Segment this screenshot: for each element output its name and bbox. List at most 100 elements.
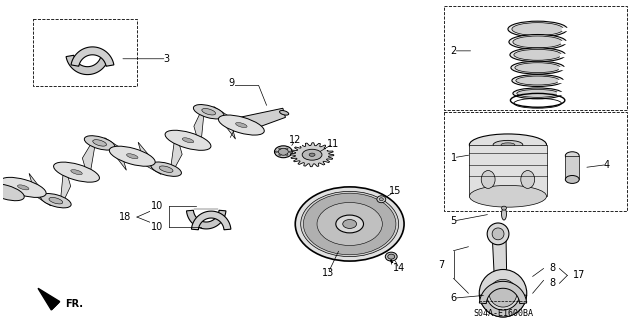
Ellipse shape — [510, 48, 565, 62]
Ellipse shape — [509, 35, 566, 49]
Ellipse shape — [487, 223, 509, 245]
Ellipse shape — [54, 162, 99, 182]
Ellipse shape — [302, 149, 322, 160]
Ellipse shape — [469, 185, 547, 207]
Polygon shape — [214, 107, 236, 139]
Text: 11: 11 — [327, 139, 339, 149]
Ellipse shape — [49, 197, 62, 204]
Ellipse shape — [182, 138, 194, 143]
Ellipse shape — [93, 140, 106, 146]
Ellipse shape — [481, 171, 495, 188]
Ellipse shape — [501, 208, 506, 220]
Ellipse shape — [151, 162, 182, 176]
Polygon shape — [480, 281, 527, 304]
Ellipse shape — [514, 49, 561, 60]
Polygon shape — [82, 141, 94, 181]
Ellipse shape — [194, 105, 224, 119]
Ellipse shape — [469, 134, 547, 156]
Polygon shape — [187, 210, 226, 229]
Polygon shape — [171, 132, 182, 171]
Ellipse shape — [0, 184, 24, 201]
Text: 8: 8 — [549, 263, 555, 274]
Ellipse shape — [110, 146, 155, 166]
Text: 3: 3 — [164, 54, 169, 64]
Text: FR.: FR. — [66, 299, 83, 309]
Bar — [33, 19, 137, 86]
Ellipse shape — [275, 146, 292, 158]
Ellipse shape — [165, 130, 211, 150]
Ellipse shape — [329, 210, 370, 238]
Ellipse shape — [322, 205, 378, 243]
Polygon shape — [61, 163, 71, 202]
Ellipse shape — [388, 254, 395, 259]
Text: 5: 5 — [450, 216, 457, 226]
Ellipse shape — [285, 154, 288, 156]
Ellipse shape — [501, 143, 515, 147]
Ellipse shape — [278, 148, 289, 155]
Ellipse shape — [301, 191, 399, 257]
Ellipse shape — [508, 21, 568, 37]
Bar — [443, 6, 627, 110]
Ellipse shape — [0, 177, 46, 197]
Polygon shape — [480, 295, 527, 317]
Ellipse shape — [159, 166, 173, 172]
Ellipse shape — [127, 154, 138, 159]
Text: 12: 12 — [289, 135, 301, 145]
Polygon shape — [66, 55, 109, 75]
Text: 1: 1 — [450, 153, 457, 163]
Polygon shape — [194, 110, 204, 149]
Text: 7: 7 — [438, 260, 445, 269]
Polygon shape — [71, 47, 114, 66]
Ellipse shape — [236, 123, 247, 128]
Text: 14: 14 — [393, 263, 405, 274]
Ellipse shape — [71, 170, 82, 175]
Ellipse shape — [296, 187, 404, 261]
Ellipse shape — [285, 148, 288, 149]
Ellipse shape — [380, 198, 383, 201]
Text: 15: 15 — [389, 186, 401, 196]
Ellipse shape — [513, 36, 562, 48]
Ellipse shape — [17, 185, 29, 190]
Ellipse shape — [516, 76, 559, 85]
Ellipse shape — [314, 201, 385, 247]
Ellipse shape — [513, 88, 562, 99]
Bar — [443, 112, 627, 211]
Text: 18: 18 — [119, 212, 131, 222]
Polygon shape — [104, 138, 126, 170]
Ellipse shape — [517, 89, 559, 97]
Polygon shape — [29, 173, 51, 206]
Ellipse shape — [275, 151, 278, 153]
Ellipse shape — [493, 140, 523, 149]
Ellipse shape — [489, 279, 517, 307]
Text: 6: 6 — [450, 293, 457, 303]
Ellipse shape — [202, 108, 215, 115]
Ellipse shape — [501, 206, 506, 210]
Ellipse shape — [377, 196, 386, 203]
Ellipse shape — [511, 61, 564, 74]
Text: 13: 13 — [322, 268, 334, 278]
Ellipse shape — [565, 152, 579, 160]
Polygon shape — [239, 108, 285, 133]
Text: 16: 16 — [231, 120, 243, 130]
Ellipse shape — [515, 63, 561, 73]
Text: 10: 10 — [150, 222, 163, 232]
Ellipse shape — [343, 220, 357, 228]
Text: 4: 4 — [604, 160, 610, 170]
Polygon shape — [469, 145, 547, 196]
Ellipse shape — [336, 215, 364, 233]
Polygon shape — [138, 142, 161, 174]
Ellipse shape — [521, 171, 534, 188]
Ellipse shape — [303, 193, 396, 255]
Ellipse shape — [84, 136, 115, 150]
Ellipse shape — [218, 115, 264, 135]
Text: 2: 2 — [450, 46, 457, 56]
Polygon shape — [290, 143, 334, 167]
Text: 10: 10 — [150, 201, 163, 211]
Ellipse shape — [385, 252, 397, 261]
Ellipse shape — [492, 228, 504, 240]
Ellipse shape — [479, 269, 527, 317]
Polygon shape — [38, 288, 60, 310]
Ellipse shape — [278, 148, 281, 149]
Text: 8: 8 — [549, 278, 555, 288]
Polygon shape — [192, 211, 231, 230]
